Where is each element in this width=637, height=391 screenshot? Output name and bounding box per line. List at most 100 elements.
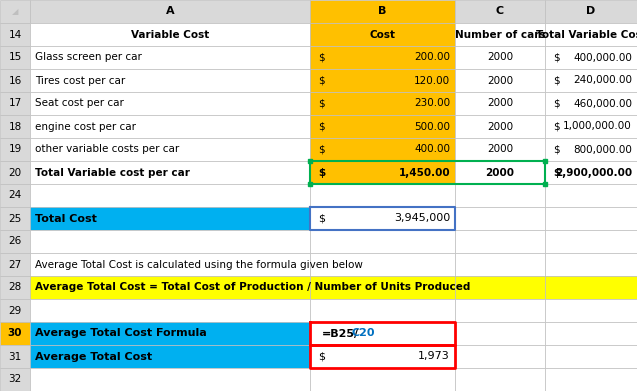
- Text: Variable Cost: Variable Cost: [131, 29, 209, 39]
- Bar: [0, 230, 30, 253]
- Text: 500.00: 500.00: [414, 122, 450, 131]
- Bar: [455, 368, 545, 391]
- Bar: [30, 253, 310, 276]
- Bar: [545, 92, 637, 115]
- Bar: [30, 368, 310, 391]
- Text: B: B: [378, 7, 387, 16]
- Bar: [0, 23, 30, 46]
- Bar: [310, 46, 455, 69]
- Bar: [545, 322, 637, 345]
- Bar: [30, 184, 310, 207]
- Bar: [545, 161, 637, 184]
- Bar: [0, 276, 30, 299]
- Text: $: $: [318, 213, 325, 224]
- Text: Average Total Cost Formula: Average Total Cost Formula: [35, 328, 207, 339]
- Bar: [455, 46, 545, 69]
- Bar: [30, 46, 310, 69]
- Text: Total Variable cost per car: Total Variable cost per car: [35, 167, 190, 178]
- Text: 120.00: 120.00: [414, 75, 450, 86]
- Bar: [310, 253, 455, 276]
- Bar: [545, 69, 637, 92]
- Text: 230.00: 230.00: [414, 99, 450, 108]
- Text: 240,000.00: 240,000.00: [573, 75, 632, 86]
- Bar: [545, 299, 637, 322]
- Text: Average Total Cost = Total Cost of Production / Number of Units Produced: Average Total Cost = Total Cost of Produ…: [35, 283, 470, 292]
- Text: engine cost per car: engine cost per car: [35, 122, 136, 131]
- Text: $: $: [318, 75, 325, 86]
- Text: Total Variable Cost: Total Variable Cost: [536, 29, 637, 39]
- Text: $: $: [318, 145, 325, 154]
- Text: 19: 19: [8, 145, 22, 154]
- Text: $: $: [553, 75, 560, 86]
- Text: 460,000.00: 460,000.00: [573, 99, 632, 108]
- Text: 2,900,000.00: 2,900,000.00: [555, 167, 632, 178]
- Text: $: $: [553, 99, 560, 108]
- Text: $: $: [553, 52, 560, 63]
- Bar: [455, 299, 545, 322]
- Text: Total Cost: Total Cost: [35, 213, 97, 224]
- Bar: [455, 230, 545, 253]
- Bar: [310, 276, 455, 299]
- Text: 17: 17: [8, 99, 22, 108]
- Bar: [310, 115, 455, 138]
- Bar: [545, 230, 637, 253]
- Bar: [455, 138, 545, 161]
- Text: 2000: 2000: [487, 122, 513, 131]
- Bar: [0, 345, 30, 368]
- Bar: [455, 92, 545, 115]
- Bar: [310, 345, 455, 368]
- Text: Average Total Cost: Average Total Cost: [35, 352, 152, 362]
- Text: 16: 16: [8, 75, 22, 86]
- Bar: [0, 0, 30, 23]
- Text: 2000: 2000: [487, 145, 513, 154]
- Bar: [30, 69, 310, 92]
- Bar: [30, 92, 310, 115]
- Text: 1,450.00: 1,450.00: [398, 167, 450, 178]
- Text: $: $: [318, 99, 325, 108]
- Text: 29: 29: [8, 305, 22, 316]
- Bar: [310, 184, 455, 207]
- Text: Average Total Cost is calculated using the formula given below: Average Total Cost is calculated using t…: [35, 260, 363, 269]
- Bar: [0, 322, 30, 345]
- Bar: [545, 23, 637, 46]
- Bar: [0, 253, 30, 276]
- Text: 2000: 2000: [487, 75, 513, 86]
- Text: 18: 18: [8, 122, 22, 131]
- Text: Tires cost per car: Tires cost per car: [35, 75, 125, 86]
- Bar: [455, 322, 545, 345]
- Bar: [0, 184, 30, 207]
- Text: 26: 26: [8, 237, 22, 246]
- Text: D: D: [587, 7, 596, 16]
- Bar: [455, 253, 545, 276]
- Text: 2000: 2000: [487, 52, 513, 63]
- Bar: [545, 46, 637, 69]
- Bar: [455, 115, 545, 138]
- Bar: [310, 0, 455, 23]
- Text: ◢: ◢: [11, 7, 18, 16]
- Text: 2000: 2000: [487, 99, 513, 108]
- Bar: [30, 322, 310, 345]
- Text: 28: 28: [8, 283, 22, 292]
- Bar: [310, 368, 455, 391]
- Bar: [0, 207, 30, 230]
- Bar: [310, 230, 455, 253]
- Bar: [30, 23, 310, 46]
- Bar: [30, 276, 310, 299]
- Text: $: $: [318, 167, 326, 178]
- Text: =B25/: =B25/: [322, 328, 359, 339]
- Text: $: $: [318, 52, 325, 63]
- Text: 14: 14: [8, 29, 22, 39]
- Text: Cost: Cost: [369, 29, 396, 39]
- Bar: [455, 184, 545, 207]
- Bar: [310, 207, 455, 230]
- Text: 200.00: 200.00: [414, 52, 450, 63]
- Bar: [30, 138, 310, 161]
- Bar: [545, 138, 637, 161]
- Text: $: $: [318, 122, 325, 131]
- Bar: [455, 23, 545, 46]
- Text: $: $: [553, 167, 561, 178]
- Bar: [30, 230, 310, 253]
- Bar: [30, 345, 310, 368]
- Bar: [0, 368, 30, 391]
- Text: 400,000.00: 400,000.00: [573, 52, 632, 63]
